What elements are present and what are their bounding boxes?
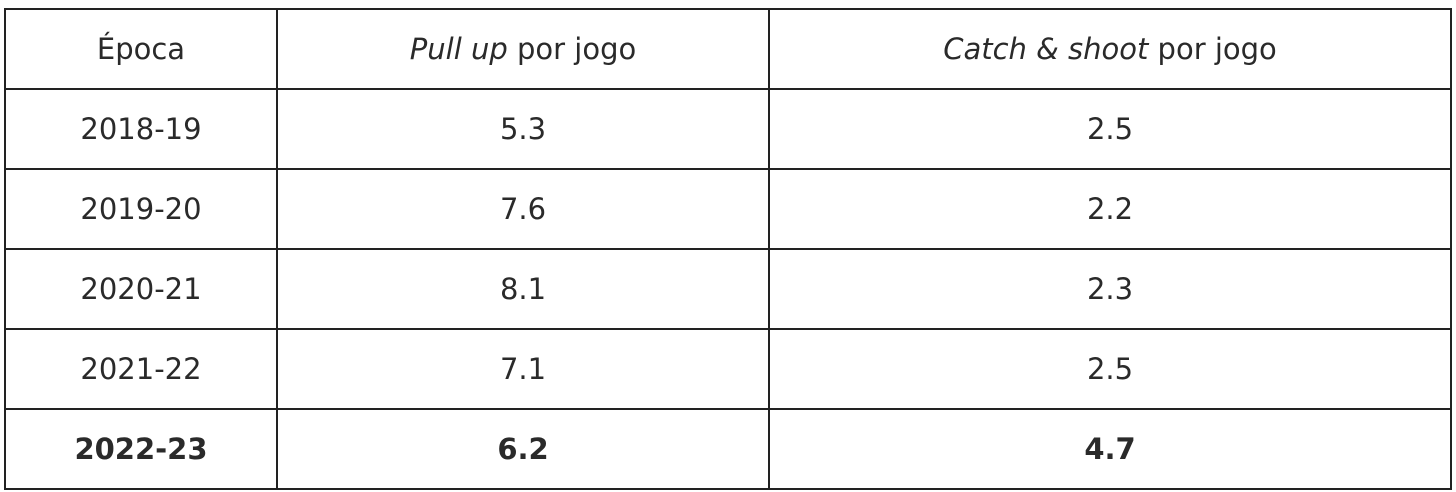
header-row: Época Pull up por jogo Catch & shoot por j… <box>4 8 1452 90</box>
value-cell: 2.3 <box>768 248 1452 330</box>
value-cell: 6.2 <box>276 408 770 490</box>
value-cell: 4.7 <box>768 408 1452 490</box>
value-cell: 8.1 <box>276 248 770 330</box>
value-cell: 7.6 <box>276 168 770 250</box>
season-cell: 2019-20 <box>4 168 278 250</box>
header-cell: Época <box>4 8 278 90</box>
header-italic: Catch & shoot <box>943 32 1149 66</box>
value-cell: 2.5 <box>768 328 1452 410</box>
season-cell: 2021-22 <box>4 328 278 410</box>
season-cell: 2022-23 <box>4 408 278 490</box>
table-row: 2018-19 5.3 2.5 <box>4 88 1452 170</box>
header-cell: Pull up por jogo <box>276 8 770 90</box>
header-text: por jogo <box>516 32 637 66</box>
value-cell: 7.1 <box>276 328 770 410</box>
table-row: 2020-21 8.1 2.3 <box>4 248 1452 330</box>
header-italic: Pull up <box>409 32 508 66</box>
table-row: 2022-23 6.2 4.7 <box>4 408 1452 490</box>
value-cell: 2.5 <box>768 88 1452 170</box>
table-body: 2018-19 5.3 2.5 2019-20 7.6 2.2 2020-21 8.1 2.3 2… <box>4 88 1452 490</box>
value-cell: 2.2 <box>768 168 1452 250</box>
season-cell: 2020-21 <box>4 248 278 330</box>
data-table: Época Pull up por jogo Catch & shoot por j… <box>4 8 1452 490</box>
header-text: por jogo <box>1157 32 1277 66</box>
table-row: 2019-20 7.6 2.2 <box>4 168 1452 250</box>
value-cell: 5.3 <box>276 88 770 170</box>
table-row: 2021-22 7.1 2.5 <box>4 328 1452 410</box>
header-cell: Catch & shoot por jogo <box>768 8 1452 90</box>
season-cell: 2018-19 <box>4 88 278 170</box>
